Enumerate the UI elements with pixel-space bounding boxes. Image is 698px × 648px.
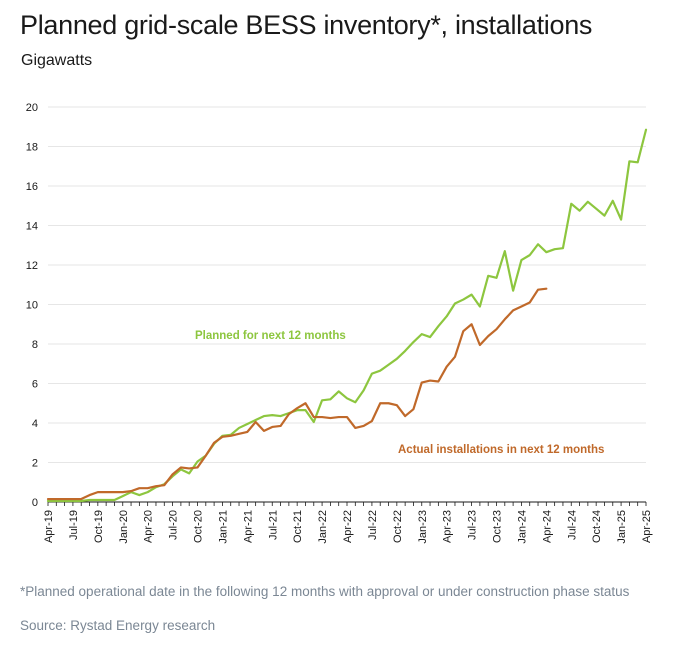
x-tick-label: Jan-25 xyxy=(616,510,628,544)
x-tick-label: Apr-20 xyxy=(143,510,155,543)
x-tick-label: Apr-24 xyxy=(541,510,553,543)
x-tick-label: Jan-24 xyxy=(516,510,528,544)
y-tick-label: 14 xyxy=(26,221,38,233)
x-tick-label: Oct-22 xyxy=(392,510,404,543)
y-tick-label: 16 xyxy=(26,181,38,193)
x-tick-label: Jan-21 xyxy=(217,510,229,544)
x-tick-label: Jul-24 xyxy=(566,510,578,540)
y-tick-label: 2 xyxy=(32,458,38,470)
y-tick-label: 8 xyxy=(32,339,38,351)
x-tick-label: Jul-23 xyxy=(467,510,479,540)
source-note: Source: Rystad Energy research xyxy=(20,618,216,633)
x-tick-label: Apr-21 xyxy=(242,510,254,543)
y-tick-label: 4 xyxy=(32,418,38,430)
x-tick-label: Oct-20 xyxy=(193,510,205,543)
x-tick-label: Oct-24 xyxy=(591,510,603,543)
x-tick-label: Apr-23 xyxy=(442,510,454,543)
x-tick-label: Jan-23 xyxy=(417,510,429,544)
y-tick-label: 10 xyxy=(26,300,38,312)
y-tick-label: 18 xyxy=(26,142,38,154)
x-tick-label: Jul-22 xyxy=(367,510,379,540)
series-label-planned: Planned for next 12 months xyxy=(195,330,346,342)
x-tick-label: Oct-21 xyxy=(292,510,304,543)
y-tick-label: 0 xyxy=(32,497,38,509)
x-tick-label: Jul-19 xyxy=(68,510,80,540)
y-tick-label: 6 xyxy=(32,379,38,391)
series-label-actual: Actual installations in next 12 months xyxy=(398,444,604,456)
chart-title: Planned grid-scale BESS inventory*, inst… xyxy=(20,10,593,40)
x-tick-label: Jan-22 xyxy=(317,510,329,544)
x-tick-label: Apr-22 xyxy=(342,510,354,543)
x-tick-label: Oct-23 xyxy=(492,510,504,543)
x-tick-label: Apr-25 xyxy=(641,510,653,543)
y-tick-label: 12 xyxy=(26,260,38,272)
line-chart: 0 2 4 6 8 10 12 14 16 18 20 Apr-19 Jul-19 Oct-19 Jan-2… xyxy=(26,102,653,544)
x-tick-label: Apr-19 xyxy=(43,510,55,543)
x-tick-label: Jul-21 xyxy=(267,510,279,540)
series-line-planned xyxy=(46,128,648,503)
x-tick-label: Jan-20 xyxy=(118,510,130,544)
footnote: *Planned operational date in the followi… xyxy=(20,584,630,599)
x-tick-label: Jul-20 xyxy=(168,510,180,540)
chart-subtitle: Gigawatts xyxy=(21,52,93,69)
series-line-actual xyxy=(46,287,548,501)
y-tick-label: 20 xyxy=(26,102,38,114)
x-tick-label: Oct-19 xyxy=(93,510,105,543)
